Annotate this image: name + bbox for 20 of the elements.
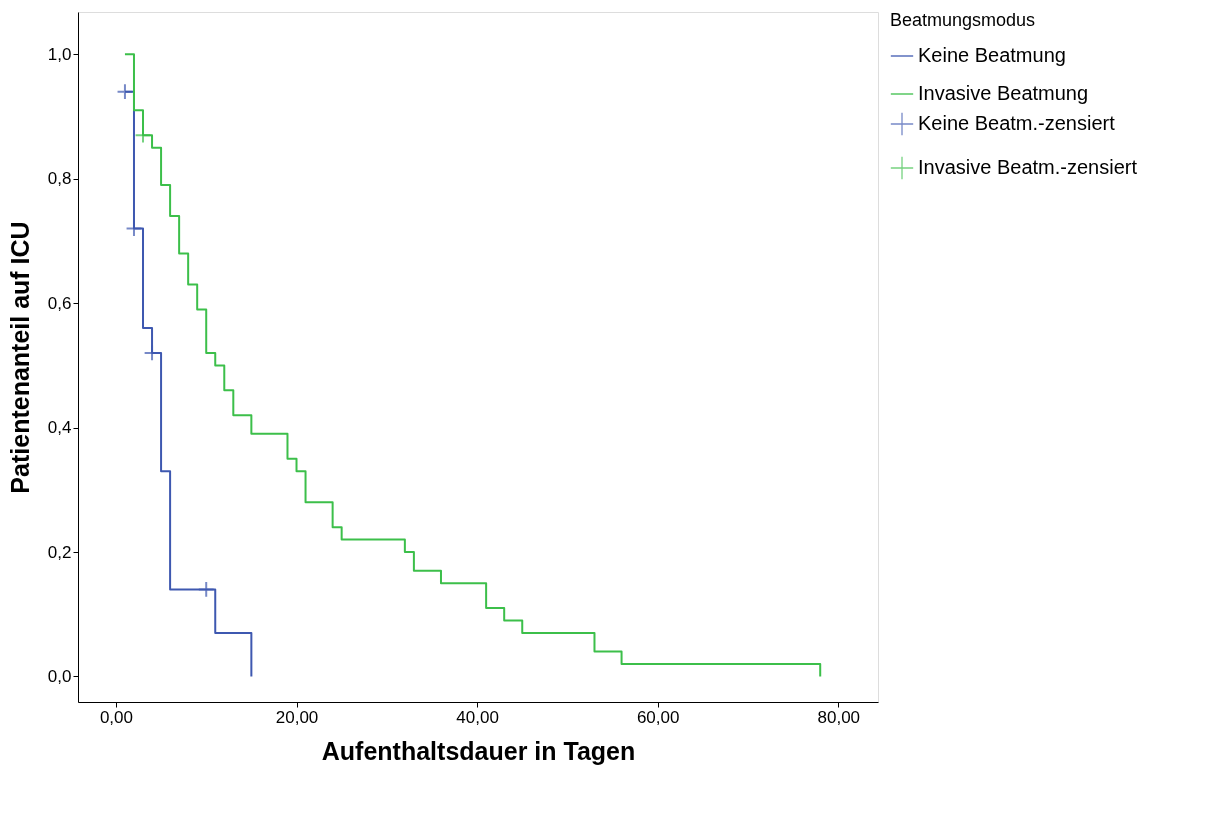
point <box>116 83 134 101</box>
legend-label: Keine Beatm.-zensiert <box>918 112 1116 134</box>
legend-label: Invasive Beatm.-zensiert <box>918 156 1138 178</box>
legend-label: Invasive Beatmung <box>918 82 1089 104</box>
point <box>197 580 215 598</box>
y-tick-label: 0,2 <box>47 542 72 562</box>
y-tick-label: 0,4 <box>47 418 72 438</box>
y-tick-label: 1,0 <box>47 44 72 64</box>
legend-label: Keine Beatmung <box>918 44 1066 66</box>
x-tick-label: 0,00 <box>99 707 133 727</box>
x-tick-label: 60,00 <box>636 707 680 727</box>
legend-title: Beatmungsmodus <box>890 10 1036 30</box>
y-axis-title: Patientenanteil auf ICU <box>5 221 34 494</box>
x-tick-label: 20,00 <box>275 707 319 727</box>
x-axis-title: Aufenthaltsdauer in Tagen <box>321 736 636 765</box>
y-tick-label: 0,8 <box>47 169 72 189</box>
x-tick-label: 40,00 <box>456 707 499 727</box>
x-tick-label: 80,00 <box>817 707 861 727</box>
y-tick-label: 0,6 <box>47 293 72 313</box>
y-tick-label: 0,0 <box>47 666 72 686</box>
